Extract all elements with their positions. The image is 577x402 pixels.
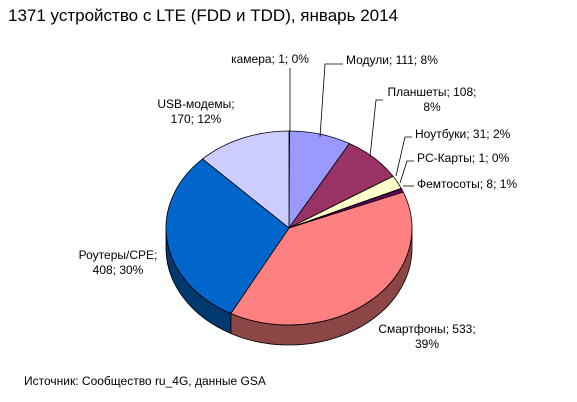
label-роутеры-cpe: Роутеры/CPE; 408; 30% [79, 248, 158, 277]
leader-line-pc-карты [399, 160, 414, 184]
slice-usb-модемы [201, 130, 290, 229]
slice-смартфоны [230, 191, 413, 326]
source-note: Источник: Сообщество ru_4G, данные GSA [24, 374, 266, 388]
label-фемтосоты: Фемтосоты; 8; 1% [417, 177, 517, 191]
leader-line-планшеты [369, 99, 383, 158]
chart-title: 1371 устройство с LTE (FDD и TDD), январ… [8, 6, 399, 25]
label-pc-карты: PC-Карты; 1; 0% [417, 151, 510, 165]
slice-роутеры-cpe [165, 158, 290, 314]
label-usb-модемы: USB-модемы; 170; 12% [157, 97, 234, 126]
label-ноутбуки: Ноутбуки; 31; 2% [415, 127, 511, 141]
slice-labels-group: камера; 1; 0% Модули; 111; 8% Планшеты; 10… [79, 52, 518, 351]
pie-slices-group [165, 130, 413, 326]
label-камера: камера; 1; 0% [231, 52, 309, 66]
leader-line-модули [319, 63, 343, 138]
label-планшеты: Планшеты; 108; 8% [388, 85, 477, 114]
label-смартфоны: Смартфоны; 533; 39% [378, 322, 475, 351]
label-модули: Модули; 111; 8% [346, 53, 438, 67]
leader-line-ноутбуки [395, 136, 412, 177]
leader-lines-group [289, 63, 414, 187]
